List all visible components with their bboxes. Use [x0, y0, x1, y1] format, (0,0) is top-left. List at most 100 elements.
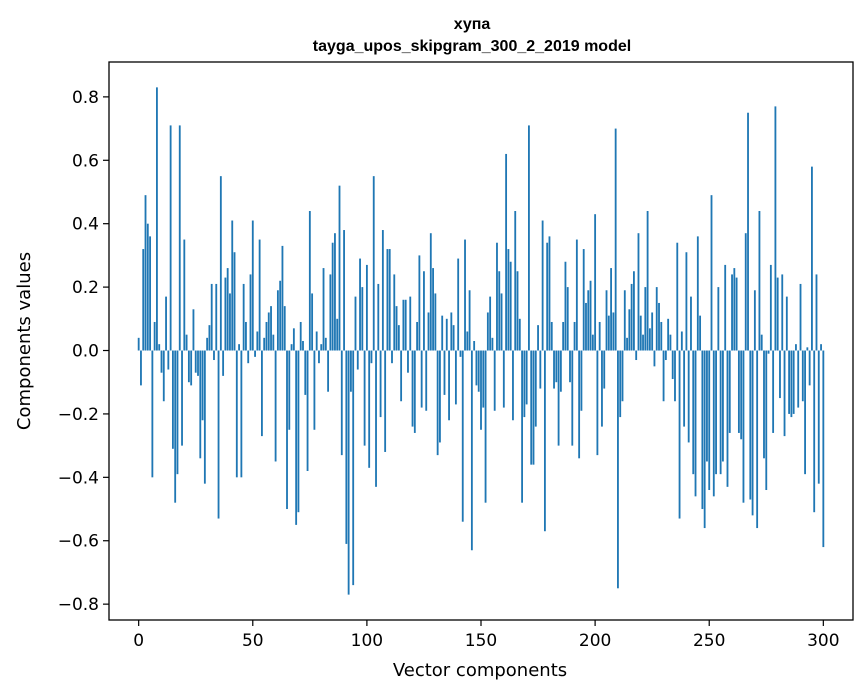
bar [359, 258, 361, 351]
x-axis: 0 50 100 150 200 250 300 [133, 620, 840, 651]
y-tick-label: 0.6 [72, 151, 99, 171]
bar [484, 350, 487, 503]
bar [427, 312, 430, 351]
bar [201, 350, 204, 421]
bar [760, 334, 763, 351]
bar [151, 350, 154, 478]
bar [776, 277, 779, 351]
bar [146, 223, 149, 351]
bar [781, 274, 784, 351]
bar [276, 290, 279, 351]
bar [486, 312, 489, 351]
bar [350, 350, 352, 392]
bar [564, 261, 567, 351]
bar [208, 325, 211, 351]
bar [635, 350, 638, 361]
bar [418, 255, 421, 351]
bar [144, 195, 147, 351]
bar [822, 350, 825, 548]
bar [420, 350, 423, 408]
bar [178, 125, 181, 351]
bar [338, 185, 341, 351]
bar [473, 341, 476, 351]
bar [299, 321, 302, 351]
bar [708, 350, 711, 491]
bar [648, 328, 651, 351]
bar [482, 350, 485, 408]
bar [578, 350, 581, 459]
bar [795, 344, 797, 351]
bar [329, 274, 332, 351]
bar [336, 318, 339, 351]
bar [655, 287, 658, 351]
x-tick-label: 50 [242, 631, 264, 651]
bar [774, 106, 777, 351]
x-tick-label: 100 [351, 631, 383, 651]
bar [454, 350, 457, 405]
bar [541, 220, 544, 351]
bar [215, 283, 218, 351]
bar [769, 264, 772, 351]
bar [304, 350, 307, 395]
bar [813, 350, 816, 513]
bar [407, 350, 409, 373]
bar [425, 350, 428, 411]
bar [356, 350, 359, 370]
bar [352, 350, 355, 586]
bar [509, 261, 512, 351]
bar [523, 350, 526, 418]
y-tick-label: −0.8 [58, 595, 99, 615]
bar [137, 337, 140, 351]
bar [765, 350, 768, 491]
bar [318, 350, 320, 364]
bar [496, 242, 498, 351]
bar [692, 350, 695, 475]
bar [528, 125, 530, 351]
bar [546, 242, 549, 351]
bar [286, 350, 288, 510]
bar [555, 350, 558, 383]
bar [735, 277, 738, 351]
bar [254, 350, 256, 357]
bar [817, 350, 820, 484]
bar [557, 350, 560, 446]
bar [274, 350, 277, 462]
bar [646, 211, 649, 351]
bar [491, 337, 494, 351]
bar [363, 350, 366, 446]
bar [610, 268, 612, 351]
bar [799, 283, 802, 351]
bar [569, 350, 571, 383]
bar [747, 112, 749, 351]
bar [411, 350, 414, 427]
bar [343, 230, 345, 351]
bar [413, 350, 416, 433]
bar [633, 271, 635, 351]
bar [630, 283, 633, 351]
bar [582, 249, 585, 351]
bar [229, 293, 231, 351]
x-tick-label: 0 [133, 631, 144, 651]
bar [500, 293, 503, 351]
bar [733, 268, 736, 351]
bar [637, 233, 640, 351]
bar [368, 350, 371, 468]
bar [263, 337, 266, 351]
bar [270, 306, 272, 351]
bar [197, 350, 199, 376]
bar [361, 287, 364, 351]
bar [302, 341, 304, 351]
bar [753, 290, 756, 351]
bar [601, 350, 603, 427]
bar [372, 176, 375, 351]
bar [676, 242, 679, 351]
bar [297, 350, 300, 513]
bar [811, 166, 813, 351]
bar [699, 315, 702, 351]
bar [222, 350, 225, 376]
bars-group [137, 87, 825, 595]
bar [324, 337, 327, 351]
bar [475, 350, 478, 386]
bar [573, 321, 576, 351]
bar [470, 350, 473, 551]
